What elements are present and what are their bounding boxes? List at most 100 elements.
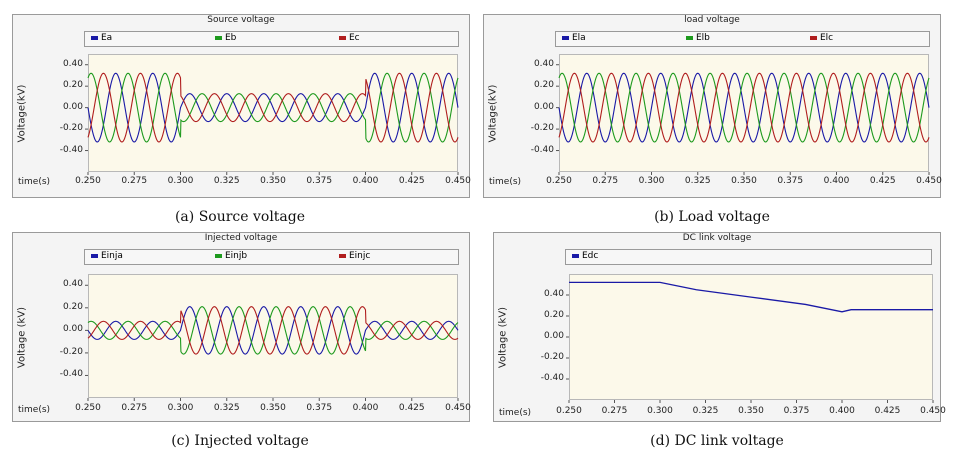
legend: Ea Eb Ec [84, 31, 459, 47]
chart-svg [566, 281, 934, 403]
y-tick-label: -0.40 [59, 144, 83, 155]
chart-svg [85, 284, 459, 401]
y-tick-label: -0.20 [540, 352, 564, 362]
x-tick-label: 0.450 [445, 176, 471, 186]
x-tick-label: 0.275 [601, 406, 628, 416]
legend-swatch [686, 35, 693, 40]
x-tick-label: 0.300 [167, 176, 194, 186]
x-tick-label: 0.350 [260, 176, 286, 186]
plot-area [569, 274, 933, 400]
chart-title: DC link voltage [682, 233, 752, 243]
x-tick-label: 0.300 [647, 406, 673, 416]
legend-item: Einja [91, 251, 123, 261]
x-tick-label: 0.425 [398, 403, 425, 413]
chart-title: Source voltage [207, 15, 275, 25]
y-tick-label: -0.40 [59, 369, 83, 380]
legend-label: Einja [101, 251, 123, 261]
x-tick-label: 0.350 [738, 406, 764, 416]
y-axis-label: Voltage (kV) [16, 306, 28, 369]
x-tick-label: 0.375 [306, 403, 333, 413]
y-axis-label: Voltage(kV) [487, 84, 499, 143]
legend-swatch [339, 253, 346, 258]
x-tick-label: 0.375 [783, 406, 810, 416]
x-tick-label: 0.325 [213, 403, 240, 413]
x-tick-label: 0.325 [684, 176, 711, 186]
y-axis-label: Voltage(kV) [16, 84, 28, 143]
panel-dc-link-voltage: DC link voltage Edc Voltage (kV) time(s)… [493, 232, 946, 422]
legend-item: Ela [562, 33, 586, 43]
panel-load-voltage: load voltage Ela Elb Elc Voltage(kV) tim… [483, 14, 942, 198]
x-tick-label: 0.450 [916, 176, 942, 186]
legend-label: Edc [582, 251, 599, 261]
series-line-einjc [87, 306, 459, 355]
legend-swatch [215, 253, 222, 258]
x-tick-label: 0.275 [121, 403, 148, 413]
legend-label: Elb [696, 33, 710, 43]
series-line-elb [558, 72, 930, 143]
y-tick-label: 0.40 [62, 279, 83, 290]
x-tick-label: 0.300 [638, 176, 665, 186]
caption-c: (c) Injected voltage [171, 433, 309, 449]
caption-d: (d) DC link voltage [650, 433, 784, 449]
x-tick-label: 0.250 [75, 403, 101, 413]
legend-label: Ea [101, 33, 113, 43]
series-line-elc [558, 72, 930, 143]
legend: Ela Elb Elc [555, 31, 930, 47]
y-tick-label: 0.20 [62, 301, 83, 312]
y-tick-label: 0.20 [543, 310, 564, 320]
y-tick-label: 0.20 [533, 80, 554, 91]
y-tick-label: 0.00 [62, 101, 83, 112]
x-tick-label: 0.275 [121, 176, 148, 186]
x-tick-label: 0.400 [829, 406, 855, 416]
legend-swatch [91, 253, 98, 258]
y-tick-label: 0.40 [533, 58, 554, 69]
legend-item: Elb [686, 33, 710, 43]
legend-item: Edc [572, 251, 598, 261]
y-axis-label: Voltage (kV) [497, 306, 509, 369]
y-tick-label: 0.00 [543, 331, 564, 341]
y-tick-label: -0.40 [530, 144, 554, 155]
y-tick-label: 0.00 [62, 324, 83, 335]
x-tick-label: 0.450 [445, 403, 471, 413]
x-tick-label: 0.400 [823, 176, 850, 186]
x-axis-label: time(s) [489, 177, 522, 187]
x-tick-label: 0.250 [556, 406, 582, 416]
legend-swatch [810, 35, 817, 40]
x-tick-label: 0.325 [692, 406, 719, 416]
series-line-einjb [87, 306, 459, 355]
legend-swatch [215, 35, 222, 40]
series-line-edc [569, 281, 933, 313]
legend-label: Ela [572, 33, 586, 43]
legend-label: Ec [349, 33, 360, 43]
y-tick-label: -0.20 [530, 123, 554, 134]
y-tick-label: 0.40 [543, 289, 564, 299]
legend-item: Ea [91, 33, 112, 43]
x-tick-label: 0.400 [352, 403, 379, 413]
x-tick-label: 0.250 [546, 176, 572, 186]
chart-title: load voltage [684, 15, 740, 25]
y-tick-label: -0.20 [59, 346, 83, 357]
legend-item: Ec [339, 33, 360, 43]
legend-swatch [339, 35, 346, 40]
legend-item: Einjc [339, 251, 370, 261]
legend-swatch [562, 35, 569, 40]
series-line-einja [87, 306, 459, 355]
series-line-ec [87, 72, 459, 143]
x-axis-label: time(s) [18, 177, 51, 187]
legend-swatch [91, 35, 98, 40]
caption-b: (b) Load voltage [654, 209, 770, 225]
legend-label: Einjc [349, 251, 371, 261]
x-tick-label: 0.300 [167, 403, 194, 413]
series-line-ea [87, 72, 459, 143]
y-tick-label: -0.40 [540, 373, 564, 383]
x-axis-label: time(s) [18, 405, 51, 415]
series-line-ela [558, 72, 930, 143]
plot-area [88, 274, 458, 398]
x-tick-label: 0.450 [920, 406, 946, 416]
y-tick-label: 0.20 [62, 80, 83, 91]
x-tick-label: 0.375 [777, 176, 804, 186]
x-tick-label: 0.250 [75, 176, 101, 186]
series-line-eb [87, 72, 459, 143]
chart-svg [85, 64, 459, 175]
legend-label: Elc [820, 33, 834, 43]
